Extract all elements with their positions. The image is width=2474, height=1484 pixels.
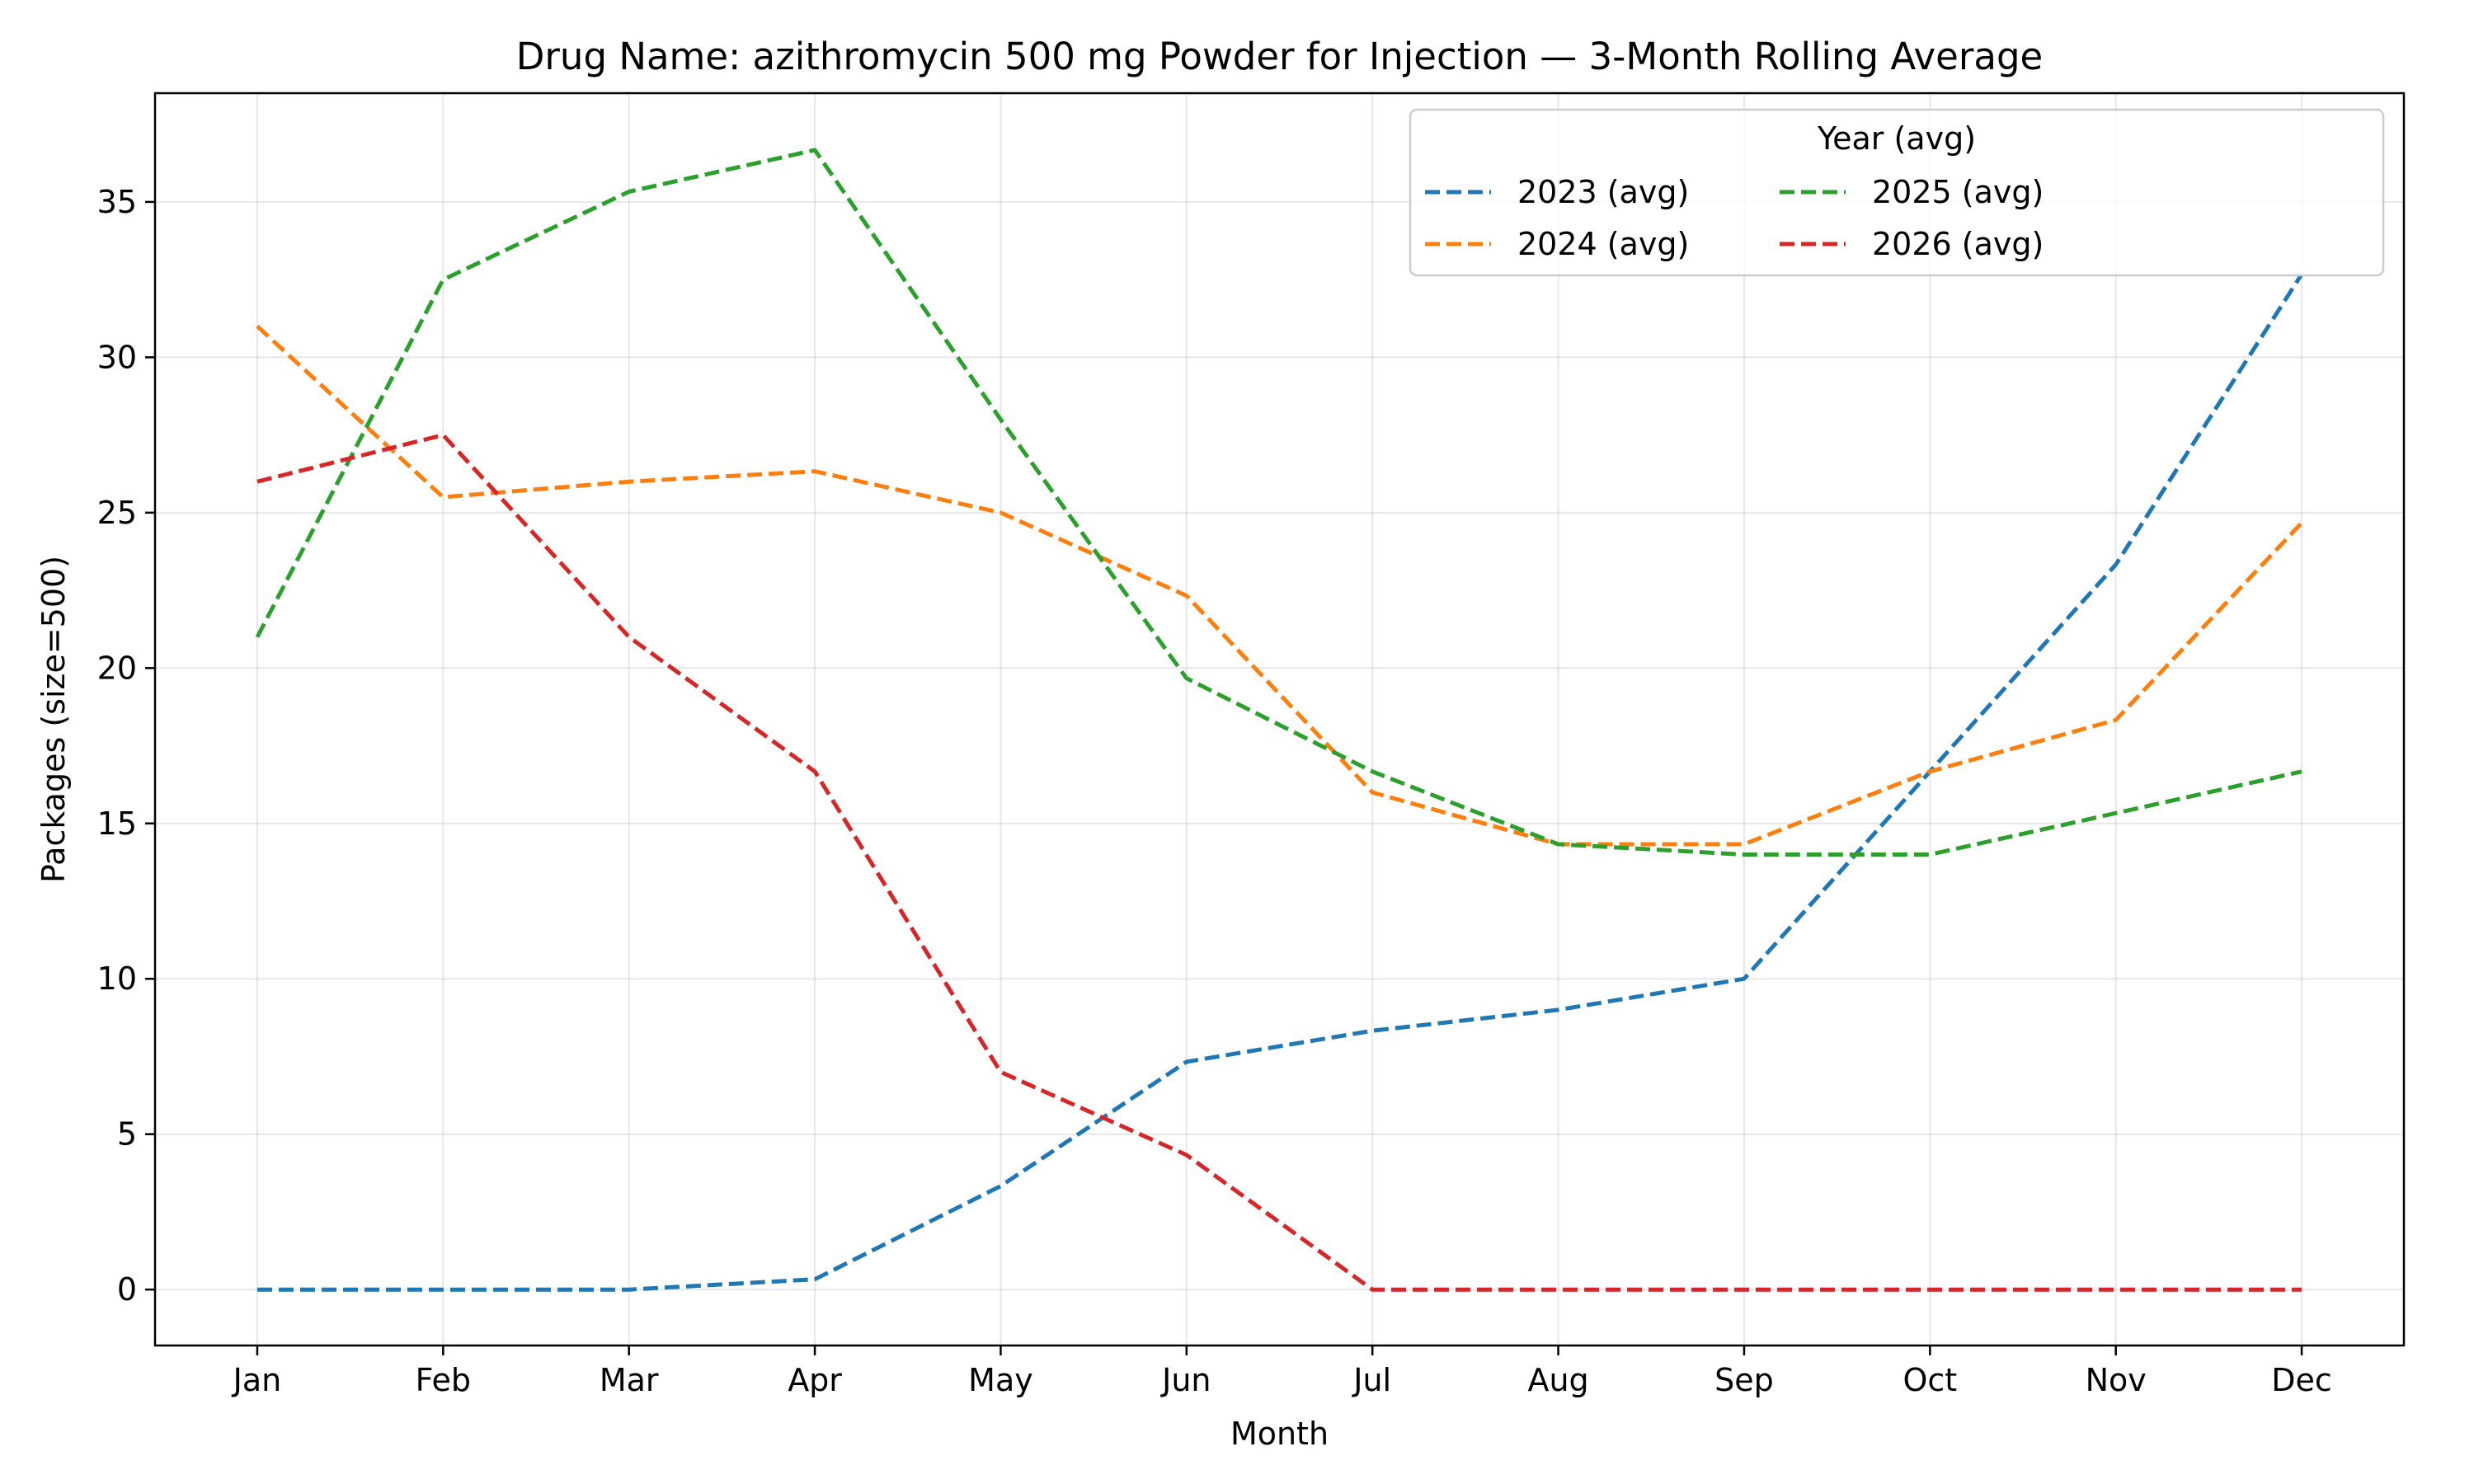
series-line-2024-avg <box>256 324 2303 847</box>
legend: Year (avg) 2023 (avg) 2024 (avg) 2025 (avg… <box>1409 108 2385 277</box>
x-tick-label: Dec <box>2271 1362 2332 1398</box>
series-line-2023-avg <box>257 273 2304 1292</box>
x-tick-label: May <box>968 1362 1033 1398</box>
x-tick-label: Sep <box>1714 1362 1774 1398</box>
legend-items: 2023 (avg) 2024 (avg) 2025 (avg) 2026 (avg) <box>1425 174 2044 262</box>
y-tick-label: 35 <box>97 184 137 220</box>
x-tick-label: Apr <box>788 1362 842 1398</box>
series-line-2026-avg <box>256 433 2302 1292</box>
x-tick-label: Feb <box>416 1362 471 1398</box>
chart-title: Drug Name: azithromycin 500 mg Powder fo… <box>516 35 2043 78</box>
x-tick-label: Oct <box>1903 1362 1957 1398</box>
axis-ticks: Jan Feb Mar Apr May Jun Jul Aug Sep Oct Nov Dec 0 5 10… <box>97 184 2332 1398</box>
legend-label: 2026 (avg) <box>1872 226 2044 262</box>
y-tick-label: 0 <box>117 1271 137 1308</box>
y-tick-label: 15 <box>97 805 137 842</box>
legend-label: 2023 (avg) <box>1517 174 1689 210</box>
series-line-2025-avg <box>255 148 2302 857</box>
y-tick-label: 25 <box>97 495 137 531</box>
y-tick-label: 30 <box>97 339 137 375</box>
x-tick-label: Nov <box>2086 1362 2147 1398</box>
x-tick-label: Jul <box>1352 1362 1391 1398</box>
legend-label: 2025 (avg) <box>1872 174 2044 210</box>
x-tick-label: Jan <box>232 1362 282 1398</box>
series-lines <box>255 148 2304 1292</box>
y-axis-label: Packages (size=500) <box>35 556 72 883</box>
x-axis-label: Month <box>1230 1416 1329 1452</box>
legend-box <box>1409 108 2385 277</box>
x-tick-label: Aug <box>1527 1362 1588 1398</box>
legend-title: Year (avg) <box>1817 120 1976 157</box>
legend-label: 2024 (avg) <box>1517 226 1689 262</box>
x-tick-label: Jun <box>1160 1362 1211 1398</box>
plot-frame <box>153 92 2406 1347</box>
y-tick-label: 20 <box>97 650 137 686</box>
y-tick-label: 5 <box>117 1116 137 1153</box>
y-tick-label: 10 <box>97 960 137 997</box>
x-tick-label: Mar <box>600 1362 659 1398</box>
